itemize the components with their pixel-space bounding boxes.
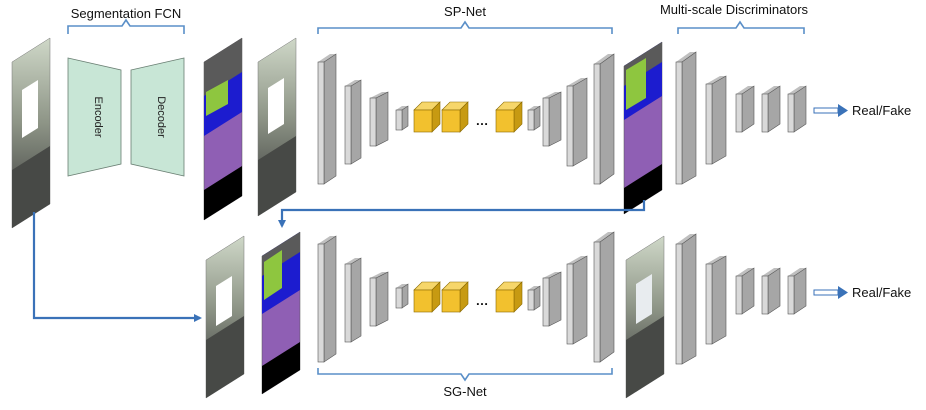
sg-net-brace bbox=[317, 368, 613, 382]
sp-output-to-sg-input-arrow bbox=[278, 200, 646, 228]
segmentation-fcn-brace bbox=[67, 18, 185, 34]
decoder-label: Decoder bbox=[155, 96, 167, 138]
sg-net-output-photo bbox=[625, 235, 665, 399]
real-fake-label-top: Real/Fake bbox=[852, 103, 911, 118]
sg-net-layers: … bbox=[317, 231, 615, 363]
sg-net-input-photo bbox=[205, 235, 245, 399]
sg-net-residual-blocks bbox=[413, 281, 523, 313]
sp-net-brace bbox=[317, 20, 613, 34]
sp-net-output-segmentation bbox=[623, 41, 663, 215]
sp-net-ellipsis: … bbox=[476, 113, 489, 128]
sp-net-title: SP-Net bbox=[444, 4, 486, 19]
encoder-block bbox=[67, 57, 122, 177]
photo-to-sg-net-arrow bbox=[32, 212, 202, 322]
sp-net-layers: … bbox=[317, 53, 615, 185]
real-fake-arrow-bottom bbox=[813, 286, 848, 299]
sp-net-residual-blocks bbox=[413, 101, 523, 133]
multiscale-discriminators-brace bbox=[677, 20, 805, 34]
sg-net-title: SG-Net bbox=[443, 384, 487, 399]
encoder-label: Encoder bbox=[92, 97, 104, 138]
sg-net-ellipsis: … bbox=[476, 293, 489, 308]
discriminators-top bbox=[675, 51, 807, 185]
multiscale-discriminators-title: Multi-scale Discriminators bbox=[660, 2, 809, 17]
segmentation-map-top bbox=[203, 37, 243, 221]
discriminators-bottom bbox=[675, 233, 807, 365]
input-photo bbox=[11, 37, 51, 229]
decoder-block bbox=[130, 57, 185, 177]
real-fake-arrow-top bbox=[813, 104, 848, 117]
real-fake-label-bottom: Real/Fake bbox=[852, 285, 911, 300]
segmentation-fcn-title: Segmentation FCN bbox=[71, 6, 182, 21]
sg-net-input-segmentation bbox=[261, 231, 301, 395]
sp-net-input-photo bbox=[257, 37, 297, 217]
